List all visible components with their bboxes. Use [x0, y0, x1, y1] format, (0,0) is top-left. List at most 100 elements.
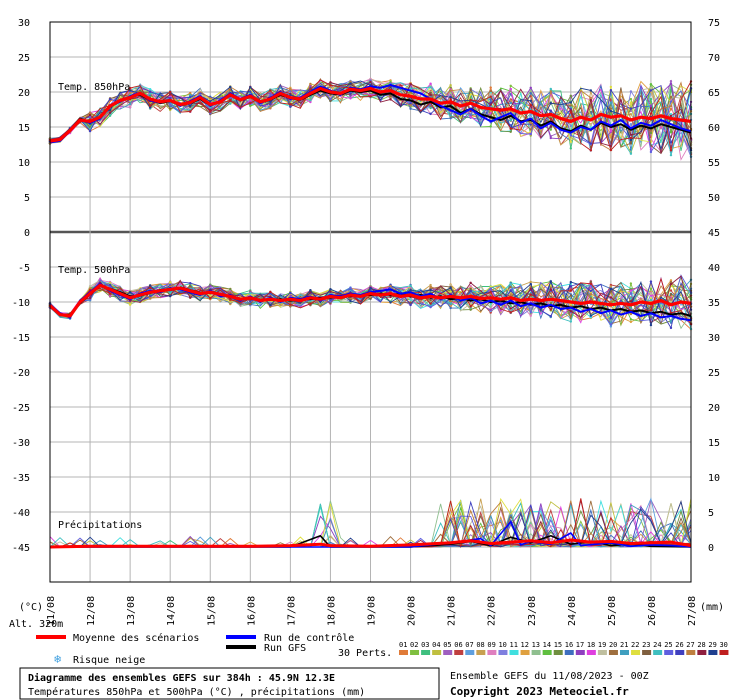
- x-tick-label: 11/08: [46, 596, 57, 626]
- ensemble-member-point: [128, 105, 132, 109]
- ensemble-member-point: [469, 281, 472, 285]
- ensemble-member-point: [249, 101, 252, 105]
- ensemble-member-point: [88, 116, 92, 119]
- ensemble-member-point: [209, 296, 212, 300]
- ensemble-member-point: [409, 107, 412, 110]
- member-legend-number: 25: [664, 641, 672, 649]
- ensemble-member-point: [529, 314, 532, 317]
- member-legend-number: 10: [498, 641, 506, 649]
- ensemble-member-point: [609, 325, 613, 328]
- ensemble-member-point: [189, 281, 192, 285]
- ensemble-member-point: [309, 99, 312, 102]
- ensemble-member-point: [108, 108, 112, 112]
- ensemble-member-point: [589, 280, 593, 283]
- ensemble-member-point: [409, 82, 412, 86]
- x-tick-label: 24/08: [567, 596, 578, 626]
- ensemble-member-point: [389, 295, 392, 299]
- member-legend-number: 07: [465, 641, 473, 649]
- ensemble-member-point: [649, 107, 653, 110]
- right-tick-label: 25: [708, 368, 720, 379]
- x-tick-label: 27/08: [687, 596, 698, 626]
- ensemble-member-point: [289, 103, 292, 106]
- member-legend-swatch: [697, 650, 707, 655]
- member-legend-number: 21: [620, 641, 628, 649]
- ensemble-member-point: [128, 102, 132, 106]
- ensemble-member-point: [389, 301, 392, 304]
- ensemble-member-point: [449, 89, 452, 92]
- member-legend-swatch: [620, 650, 629, 655]
- left-tick-label: 5: [24, 193, 30, 204]
- ensemble-member-point: [449, 114, 452, 117]
- ensemble-member-point: [489, 103, 492, 106]
- ensemble-member-point: [669, 149, 673, 152]
- chart-title: Diagramme des ensembles GEFS sur 384h : …: [28, 672, 335, 684]
- ensemble-member-point: [148, 296, 152, 300]
- member-legend-number: 17: [576, 641, 584, 649]
- ensemble-member-point: [669, 153, 673, 157]
- x-tick-label: 12/08: [86, 596, 97, 626]
- member-legend-swatch: [399, 650, 408, 655]
- ensemble-member-point: [349, 286, 352, 290]
- ensemble-member-point: [649, 82, 653, 86]
- ensemble-member-point: [549, 302, 552, 305]
- member-legend-number: 30: [719, 641, 727, 649]
- ensemble-member-point: [429, 91, 432, 94]
- ensemble-member-point: [549, 280, 552, 283]
- member-legend-swatch: [465, 650, 475, 655]
- ensemble-member-point: [629, 136, 633, 140]
- ensemble-member-point: [409, 298, 412, 301]
- ensemble-member-point: [649, 315, 653, 319]
- left-tick-label: -10: [12, 298, 30, 309]
- ensemble-member-point: [589, 98, 593, 102]
- ensemble-member-point: [489, 305, 492, 308]
- ensemble-member-point: [229, 102, 232, 105]
- ensemble-member-point: [329, 99, 332, 103]
- ensemble-member-point: [249, 90, 252, 93]
- ensemble-member-point: [669, 82, 673, 86]
- ensemble-member-point: [329, 97, 332, 101]
- ensemble-member-point: [529, 86, 532, 90]
- x-tick-label: 22/08: [487, 596, 498, 626]
- left-tick-label: 30: [18, 18, 30, 29]
- left-unit-label: (°C): [19, 602, 43, 613]
- right-tick-label: 60: [708, 123, 720, 134]
- ensemble-member-point: [329, 298, 332, 301]
- ensemble-member-point: [469, 284, 472, 288]
- member-legend-swatch: [686, 650, 696, 655]
- ensemble-member-point: [649, 112, 653, 115]
- x-tick-label: 17/08: [286, 596, 297, 626]
- right-tick-label: 40: [708, 263, 720, 274]
- ensemble-member-point: [148, 284, 152, 287]
- ensemble-member-point: [209, 110, 212, 113]
- member-legend-swatch: [432, 650, 442, 655]
- ensemble-member-point: [309, 88, 312, 91]
- left-tick-label: 15: [18, 123, 30, 134]
- ensemble-member-point: [189, 110, 192, 113]
- t500-mean-line: [48, 283, 692, 318]
- ensemble-member-point: [309, 302, 312, 305]
- x-tick-label: 21/08: [447, 596, 458, 626]
- member-legend-number: 05: [443, 641, 451, 649]
- right-tick-label: 70: [708, 53, 720, 64]
- ensemble-member-point: [569, 147, 573, 150]
- ensemble-member-point: [629, 90, 633, 93]
- ensemble-member-point: [469, 113, 472, 117]
- ensemble-member-point: [509, 130, 512, 134]
- member-legend-number: 08: [476, 641, 484, 649]
- ensemble-member-point: [269, 89, 272, 92]
- ensemble-member-point: [649, 86, 653, 90]
- ensemble-member-point: [148, 286, 152, 289]
- ensemble-member-point: [569, 134, 573, 137]
- member-legend-swatch: [487, 650, 497, 655]
- ensemble-member-point: [509, 127, 512, 130]
- ensemble-member-point: [449, 300, 452, 303]
- x-tick-label: 19/08: [367, 596, 378, 626]
- ensemble-member-point: [289, 105, 292, 108]
- chart-subtitle: Températures 850hPa et 500hPa (°C) , pré…: [28, 686, 365, 698]
- ensemble-member-point: [168, 96, 172, 100]
- member-legend-number: 19: [598, 641, 606, 649]
- ensemble-member-point: [108, 97, 112, 101]
- ensemble-member-point: [209, 284, 212, 287]
- ensemble-member-point: [629, 318, 633, 321]
